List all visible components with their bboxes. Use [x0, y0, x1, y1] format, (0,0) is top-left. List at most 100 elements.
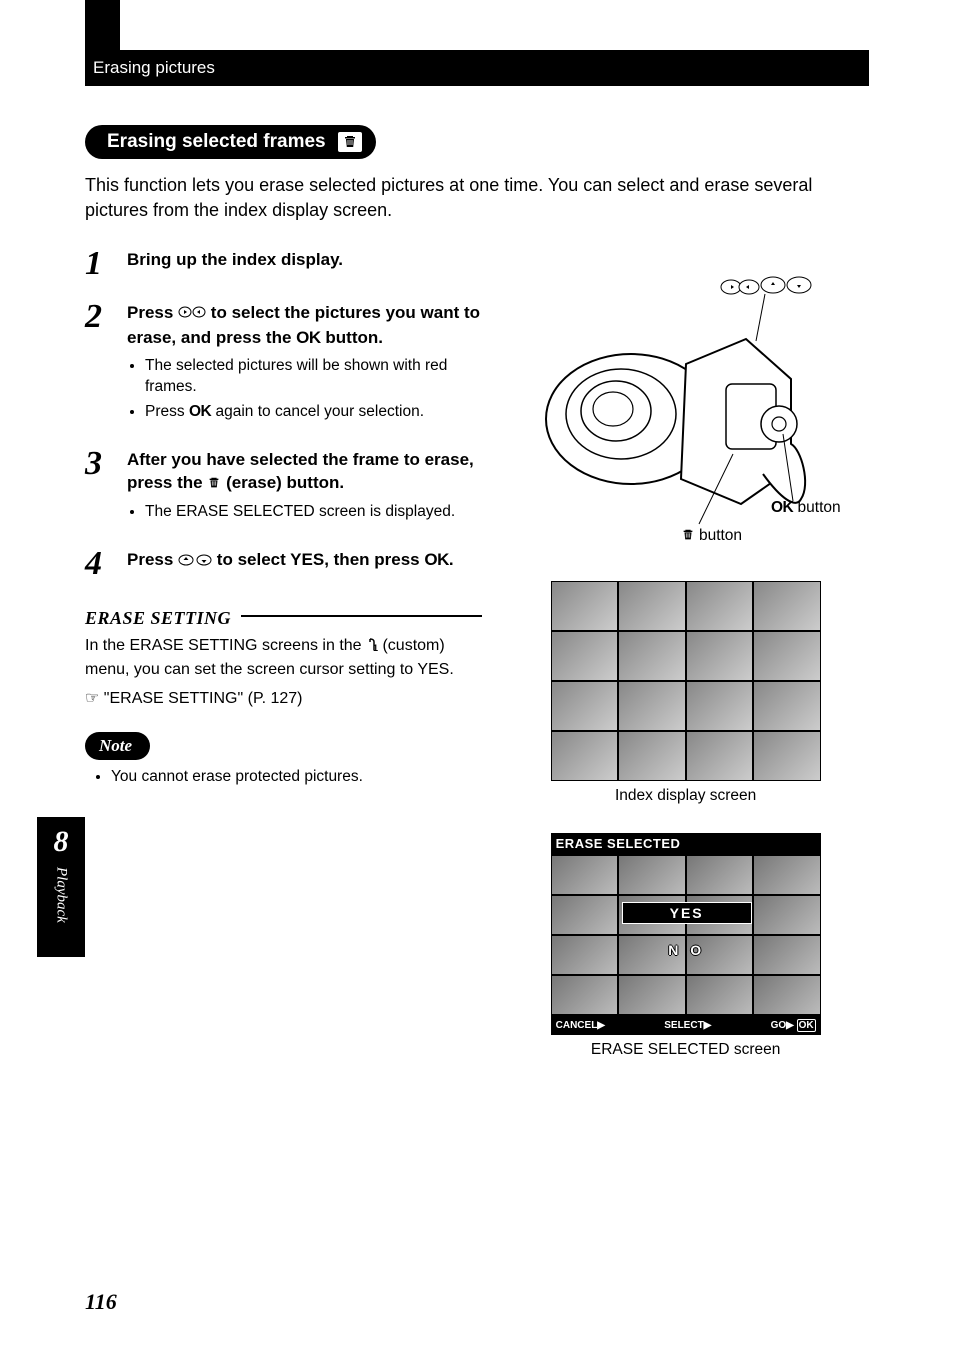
thumbnail — [687, 632, 753, 680]
thumbnail — [619, 632, 685, 680]
index-display-grid — [551, 581, 821, 781]
thumbnail — [687, 856, 753, 894]
text: to select YES, then press — [217, 550, 420, 569]
erase-selected-screen: ERASE SELECTED CANCEL▶ SELECT▶ GO▶ OK YE… — [551, 833, 821, 1035]
trash-icon — [681, 528, 695, 547]
breadcrumb-bar: Erasing pictures — [85, 50, 869, 86]
erase-setting-text: In the ERASE SETTING screens in the 1 (c… — [85, 635, 482, 682]
breadcrumb-text: Erasing pictures — [93, 58, 215, 77]
step-2-title: Press to select the pictures you want to… — [127, 302, 482, 350]
text: button — [798, 499, 841, 516]
text: Press — [145, 403, 185, 420]
custom-menu-icon: 1 — [366, 637, 378, 659]
index-caption: Index display screen — [615, 787, 756, 805]
thumbnail — [552, 732, 618, 780]
erase-selected-footer: CANCEL▶ SELECT▶ GO▶ OK — [552, 1016, 820, 1034]
text: In the ERASE SETTING screens in the — [85, 637, 362, 654]
text: . — [449, 550, 454, 569]
step-2-bullet-2: Press OK again to cancel your selection. — [145, 402, 482, 423]
thumbnail — [754, 682, 820, 730]
thumbnail — [754, 856, 820, 894]
page-content: Erasing selected frames This function le… — [85, 125, 869, 1059]
thumbnail — [552, 682, 618, 730]
text: Press — [127, 550, 173, 569]
ok-glyph: OK — [189, 403, 211, 420]
thumbnail — [552, 582, 618, 630]
text: button. — [325, 328, 383, 347]
yes-option: YES — [622, 902, 752, 924]
thumbnail — [754, 732, 820, 780]
heading-text: ERASE SETTING — [85, 608, 231, 629]
thumbnail — [687, 682, 753, 730]
note-heading: Note — [85, 732, 150, 760]
thumbnail — [619, 732, 685, 780]
text: button — [699, 527, 742, 544]
thumbnail — [754, 632, 820, 680]
cancel-label: CANCEL▶ — [556, 1020, 605, 1031]
thumbnail — [619, 582, 685, 630]
step-number: 2 — [85, 302, 115, 427]
thumbnail — [619, 682, 685, 730]
ok-glyph: OK — [771, 499, 793, 516]
thumbnail — [552, 632, 618, 680]
text: Press — [127, 303, 173, 322]
no-option: N O — [622, 942, 752, 958]
intro-text: This function lets you erase selected pi… — [85, 173, 869, 223]
step-1-title: Bring up the index display. — [127, 249, 482, 272]
thumbnail — [687, 976, 753, 1014]
ok-button-label: OK button — [771, 499, 841, 517]
header-tab — [85, 0, 120, 50]
step-3-bullet-1: The ERASE SELECTED screen is displayed. — [145, 502, 482, 523]
step-4: 4 Press to select YES, then press OK. — [85, 549, 482, 580]
erase-selected-caption: ERASE SELECTED screen — [591, 1041, 781, 1059]
left-right-buttons-icon — [178, 304, 206, 327]
thumbnail — [687, 732, 753, 780]
text: (erase) button. — [226, 473, 344, 492]
thumbnail — [754, 582, 820, 630]
step-number: 3 — [85, 449, 115, 528]
thumbnail — [552, 936, 618, 974]
erase-button-label: button — [681, 527, 742, 547]
ok-box: OK — [797, 1019, 816, 1032]
thumbnail — [552, 976, 618, 1014]
page-number: 116 — [85, 1289, 117, 1315]
thumbnail — [754, 936, 820, 974]
step-2-bullet-1: The selected pictures will be shown with… — [145, 356, 482, 398]
note-bullet-1: You cannot erase protected pictures. — [111, 768, 482, 786]
camera-diagram: OK button button — [531, 249, 841, 559]
step-4-title: Press to select YES, then press OK. — [127, 549, 482, 574]
ok-glyph: OK — [296, 328, 321, 347]
erase-setting-heading: ERASE SETTING — [85, 602, 482, 629]
ok-glyph: OK — [424, 550, 449, 569]
go-label: GO▶ OK — [771, 1020, 816, 1031]
up-down-buttons-icon — [178, 551, 212, 574]
thumbnail — [754, 896, 820, 934]
text: GO▶ — [771, 1020, 794, 1031]
step-number: 1 — [85, 249, 115, 280]
heading-rule-line — [241, 615, 482, 617]
erase-selected-header: ERASE SELECTED — [552, 834, 820, 854]
section-heading: Erasing selected frames — [85, 125, 376, 159]
erase-confirm-dialog: YES N O — [622, 902, 752, 958]
thumbnail — [552, 896, 618, 934]
pointer-icon: ☞ — [85, 690, 99, 707]
select-label: SELECT▶ — [664, 1020, 711, 1031]
erase-setting-ref: ☞ "ERASE SETTING" (P. 127) — [85, 688, 482, 710]
steps-column: 1 Bring up the index display. 2 Press to… — [85, 249, 482, 1059]
thumbnail — [619, 856, 685, 894]
chapter-label: Playback — [53, 867, 70, 923]
step-number: 4 — [85, 549, 115, 580]
section-title: Erasing selected frames — [107, 131, 326, 153]
thumbnail — [619, 976, 685, 1014]
illustration-column: OK button button Index display screen — [502, 249, 869, 1059]
chapter-tab: 8 Playback — [37, 817, 85, 957]
thumbnail — [754, 976, 820, 1014]
step-3-title: After you have selected the frame to era… — [127, 449, 482, 497]
trash-icon — [207, 474, 221, 497]
step-3: 3 After you have selected the frame to e… — [85, 449, 482, 528]
thumbnail — [687, 582, 753, 630]
thumbnail — [552, 856, 618, 894]
trash-icon — [338, 132, 362, 152]
chapter-number: 8 — [37, 825, 85, 859]
step-1: 1 Bring up the index display. — [85, 249, 482, 280]
